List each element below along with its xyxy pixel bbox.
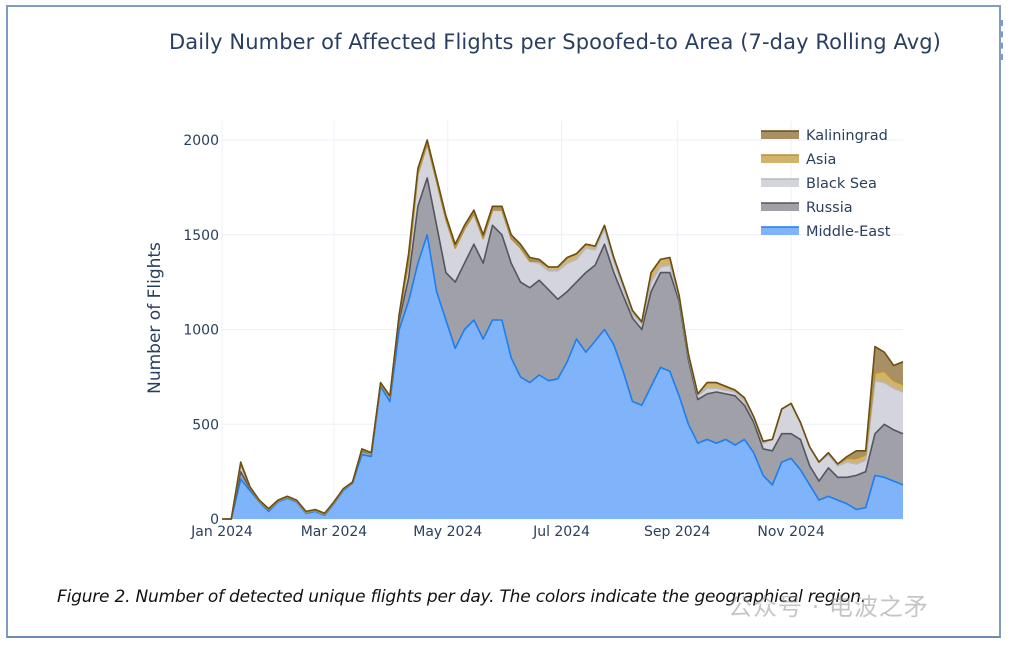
legend-swatch: [761, 227, 799, 235]
y-tick-label: 1000: [183, 323, 219, 339]
y-tick-label: 500: [192, 417, 219, 433]
x-axis-ticks: Jan 2024 Mar 2024 May 2024 Jul 2024 Sep 2024…: [190, 524, 825, 540]
legend-item-kaliningrad: Kaliningrad: [761, 128, 888, 144]
figure-frame: [6, 5, 1001, 638]
legend-swatch: [761, 203, 799, 211]
x-tick-label: Mar 2024: [301, 524, 368, 540]
legend-label: Kaliningrad: [806, 128, 888, 144]
legend-label: Asia: [806, 152, 836, 168]
x-tick-label: May 2024: [413, 524, 482, 540]
legend-label: Russia: [806, 200, 853, 216]
legend-label: Middle-East: [806, 224, 891, 240]
y-tick-label: 0: [210, 512, 219, 528]
watermark: 公众号 · 电波之矛: [728, 593, 929, 621]
stacked-areas: [222, 139, 904, 520]
legend-item-black-sea: Black Sea: [761, 176, 877, 192]
y-axis-label: Number of Flights: [145, 242, 165, 394]
x-tick-label: Jul 2024: [532, 524, 590, 540]
area-russia: [222, 177, 903, 519]
x-tick-label: Sep 2024: [644, 524, 711, 540]
y-tick-label: 2000: [183, 133, 219, 149]
y-tick-label: 1500: [183, 228, 219, 244]
legend-item-asia: Asia: [761, 152, 836, 168]
figure-caption: Figure 2. Number of detected unique flig…: [57, 587, 867, 607]
frame-edge-dash: [1001, 20, 1005, 60]
area-middle-east: [222, 234, 903, 520]
legend-swatch: [761, 179, 799, 187]
legend-swatch: [761, 155, 799, 163]
legend-item-russia: Russia: [761, 200, 853, 216]
legend-item-middle-east: Middle-East: [761, 224, 891, 240]
x-tick-label: Jan 2024: [190, 524, 253, 540]
chart-title: Daily Number of Affected Flights per Spo…: [169, 30, 941, 54]
legend: Kaliningrad Asia Black Sea Russia Middle-Eas…: [761, 128, 891, 240]
line-kaliningrad: [222, 139, 904, 520]
legend-swatch: [761, 131, 799, 139]
y-axis-ticks: 0 500 1000 1500 2000: [183, 133, 219, 528]
legend-label: Black Sea: [806, 176, 877, 192]
x-tick-label: Nov 2024: [757, 524, 824, 540]
